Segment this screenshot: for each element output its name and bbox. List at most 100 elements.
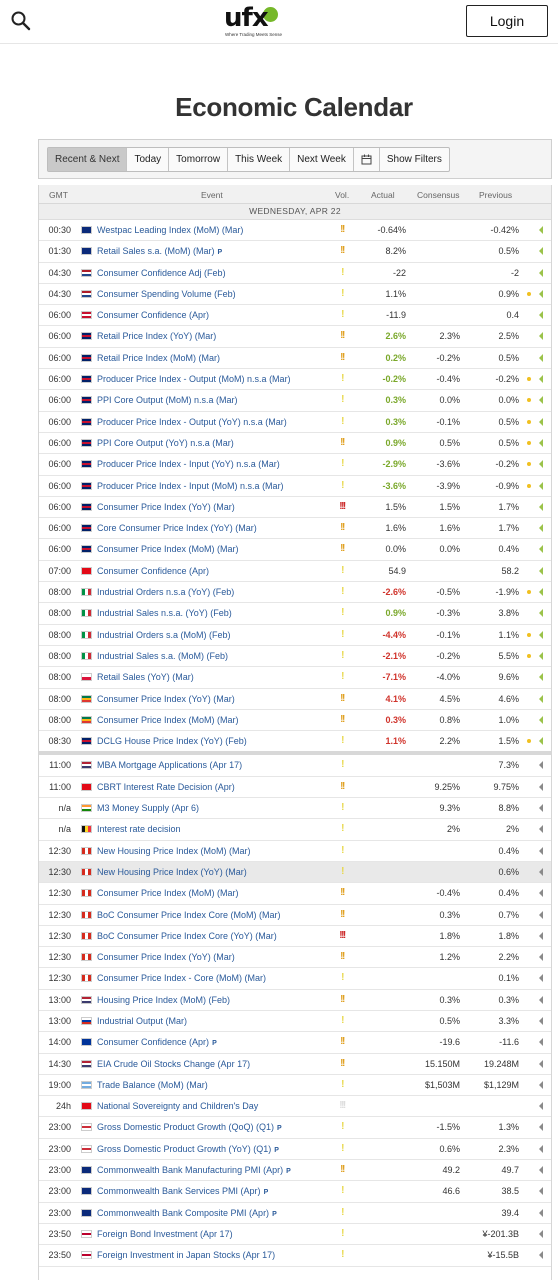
col-gmt[interactable]: GMT [49, 190, 68, 200]
event-name-link[interactable]: Retail Sales s.a. (MoM) (Mar) P [97, 246, 223, 257]
table-row[interactable]: 06:00 Consumer Confidence (Apr)! -11.9 0.4 [39, 305, 551, 327]
expand-arrow-icon[interactable] [539, 588, 543, 597]
expand-arrow-icon[interactable] [539, 375, 543, 384]
event-name-link[interactable]: Retail Price Index (YoY) (Mar) [97, 331, 217, 342]
event-name-link[interactable]: MBA Mortgage Applications (Apr 17) [97, 760, 243, 771]
expand-arrow-icon[interactable] [539, 715, 543, 724]
filter-today-button[interactable]: Today [127, 148, 170, 171]
event-name-link[interactable]: Industrial Sales s.a. (MoM) (Feb) [97, 650, 229, 661]
table-row[interactable]: 23:00 Commonwealth Bank Services PMI (Apr… [39, 1181, 551, 1203]
event-name-link[interactable]: BoC Consumer Price Index Core (MoM) (Mar… [97, 909, 281, 920]
event-name-link[interactable]: Foreign Bond Investment (Apr 17) [97, 1228, 233, 1239]
expand-arrow-icon[interactable] [539, 1123, 543, 1132]
expand-arrow-icon[interactable] [539, 1059, 543, 1068]
event-name-link[interactable]: Consumer Price Index (YoY) (Mar) [97, 693, 235, 704]
filter-this-week-button[interactable]: This Week [228, 148, 291, 171]
login-button[interactable]: Login [466, 5, 548, 37]
expand-arrow-icon[interactable] [539, 609, 543, 618]
expand-arrow-icon[interactable] [539, 974, 543, 983]
table-row[interactable]: 12:30 Consumer Price Index - Core (MoM) (… [39, 968, 551, 990]
table-row[interactable]: n/a Interest rate decision! 2% 2% [39, 819, 551, 841]
expand-arrow-icon[interactable] [539, 737, 543, 746]
table-row[interactable]: 13:00 Housing Price Index (MoM) (Feb)!! 0.… [39, 990, 551, 1011]
event-name-link[interactable]: Gross Domestic Product Growth (YoY) (Q1)… [97, 1143, 279, 1154]
expand-arrow-icon[interactable] [539, 782, 543, 791]
col-previous[interactable]: Previous [479, 190, 513, 200]
table-row[interactable]: 12:30 Consumer Price Index (YoY) (Mar)!! 1… [39, 947, 551, 969]
event-name-link[interactable]: PPI Core Output (YoY) n.s.a (Mar) [97, 437, 234, 448]
table-row[interactable]: 13:00 Industrial Output (Mar)! 0.5% 3.3% [39, 1011, 551, 1033]
event-name-link[interactable]: Consumer Price Index (MoM) (Mar) [97, 544, 239, 555]
expand-arrow-icon[interactable] [539, 247, 543, 256]
expand-arrow-icon[interactable] [539, 889, 543, 898]
event-name-link[interactable]: Trade Balance (MoM) (Mar) [97, 1079, 208, 1090]
table-row[interactable]: 23:50 Foreign Investment in Japan Stocks … [39, 1245, 551, 1267]
filter-next-week-button[interactable]: Next Week [290, 148, 354, 171]
expand-arrow-icon[interactable] [539, 953, 543, 962]
table-row[interactable]: 08:00 Industrial Sales s.a. (MoM) (Feb)! -… [39, 646, 551, 668]
col-actual[interactable]: Actual [371, 190, 395, 200]
expand-arrow-icon[interactable] [539, 1144, 543, 1153]
event-name-link[interactable]: National Sovereignty and Children's Day [97, 1101, 259, 1112]
expand-arrow-icon[interactable] [539, 867, 543, 876]
expand-arrow-icon[interactable] [539, 995, 543, 1004]
expand-arrow-icon[interactable] [539, 226, 543, 234]
expand-arrow-icon[interactable] [539, 1102, 543, 1111]
expand-arrow-icon[interactable] [539, 268, 543, 277]
table-row[interactable]: 12:30 New Housing Price Index (MoM) (Mar)… [39, 841, 551, 862]
expand-arrow-icon[interactable] [539, 545, 543, 554]
expand-arrow-icon[interactable] [539, 481, 543, 490]
table-row[interactable]: 08:00 Retail Sales (YoY) (Mar)! -7.1% -4.0%… [39, 667, 551, 689]
event-name-link[interactable]: Producer Price Index - Output (YoY) n.s.… [97, 416, 287, 427]
table-row[interactable]: 04:30 Consumer Spending Volume (Feb)! 1.1%… [39, 284, 551, 306]
event-name-link[interactable]: EIA Crude Oil Stocks Change (Apr 17) [97, 1058, 251, 1069]
expand-arrow-icon[interactable] [539, 1187, 543, 1196]
expand-arrow-icon[interactable] [539, 804, 543, 813]
event-name-link[interactable]: Consumer Confidence Adj (Feb) [97, 267, 226, 278]
expand-arrow-icon[interactable] [539, 417, 543, 426]
event-name-link[interactable]: Westpac Leading Index (MoM) (Mar) [97, 225, 244, 235]
expand-arrow-icon[interactable] [539, 651, 543, 660]
expand-arrow-icon[interactable] [539, 502, 543, 511]
event-name-link[interactable]: Producer Price Index - Output (MoM) n.s.… [97, 374, 291, 385]
table-row[interactable]: 06:00 Retail Price Index (MoM) (Mar)!! 0.2… [39, 348, 551, 370]
expand-arrow-icon[interactable] [539, 1251, 543, 1260]
table-row[interactable]: 07:00 Consumer Confidence (Apr)! 54.9 58.2 [39, 561, 551, 583]
ufx-logo[interactable]: ufx Where Trading Meets Sense [224, 3, 284, 41]
table-row[interactable]: 11:00 MBA Mortgage Applications (Apr 17)!… [39, 755, 551, 777]
event-name-link[interactable]: Foreign Investment in Japan Stocks (Apr … [97, 1250, 276, 1261]
table-row[interactable]: 06:00 Producer Price Index - Output (MoM)… [39, 369, 551, 391]
expand-arrow-icon[interactable] [539, 353, 543, 362]
expand-arrow-icon[interactable] [539, 694, 543, 703]
event-name-link[interactable]: Consumer Price Index (YoY) (Mar) [97, 952, 235, 963]
event-name-link[interactable]: Retail Price Index (MoM) (Mar) [97, 352, 221, 363]
filter-recent-next-button[interactable]: Recent & Next [48, 148, 128, 171]
table-row[interactable]: 12:30 BoC Consumer Price Index Core (YoY)… [39, 926, 551, 948]
table-row[interactable]: n/a M3 Money Supply (Apr 6)! 9.3% 8.8% [39, 798, 551, 820]
event-name-link[interactable]: Core Consumer Price Index (YoY) (Mar) [97, 523, 257, 534]
event-name-link[interactable]: Gross Domestic Product Growth (QoQ) (Q1)… [97, 1122, 282, 1133]
table-row[interactable]: 06:00 Consumer Price Index (YoY) (Mar)!!!… [39, 497, 551, 519]
expand-arrow-icon[interactable] [539, 1080, 543, 1089]
expand-arrow-icon[interactable] [539, 630, 543, 639]
expand-arrow-icon[interactable] [539, 910, 543, 919]
event-name-link[interactable]: DCLG House Price Index (YoY) (Feb) [97, 736, 247, 747]
table-row[interactable]: 06:00 PPI Core Output (YoY) n.s.a (Mar)!!… [39, 433, 551, 455]
table-row[interactable]: 08:00 Consumer Price Index (MoM) (Mar)!! 0… [39, 710, 551, 732]
table-row[interactable]: 12:30 Consumer Price Index (MoM) (Mar)!! -… [39, 883, 551, 905]
table-row[interactable]: 06:00 PPI Core Output (MoM) n.s.a (Mar)! 0… [39, 390, 551, 412]
event-name-link[interactable]: Producer Price Index - Input (YoY) n.s.a… [97, 459, 280, 470]
event-name-link[interactable]: Consumer Price Index (MoM) (Mar) [97, 888, 239, 899]
table-row[interactable]: 06:00 Core Consumer Price Index (YoY) (Ma… [39, 518, 551, 540]
event-name-link[interactable]: Consumer Confidence (Apr) [97, 310, 210, 321]
table-row[interactable]: 12:30 BoC Consumer Price Index Core (MoM)… [39, 905, 551, 926]
table-row[interactable]: 08:00 Consumer Price Index (YoY) (Mar)!! 4… [39, 689, 551, 710]
expand-arrow-icon[interactable] [539, 1229, 543, 1238]
expand-arrow-icon[interactable] [539, 332, 543, 341]
table-row[interactable]: 14:00 Consumer Confidence (Apr) P!! -19.6 -1… [39, 1032, 551, 1054]
expand-arrow-icon[interactable] [539, 825, 543, 834]
expand-arrow-icon[interactable] [539, 438, 543, 447]
table-row[interactable]: 23:00 Commonwealth Bank Manufacturing PMI… [39, 1160, 551, 1182]
event-name-link[interactable]: Industrial Orders s.a (MoM) (Feb) [97, 629, 231, 640]
event-name-link[interactable]: CBRT Interest Rate Decision (Apr) [97, 781, 235, 792]
